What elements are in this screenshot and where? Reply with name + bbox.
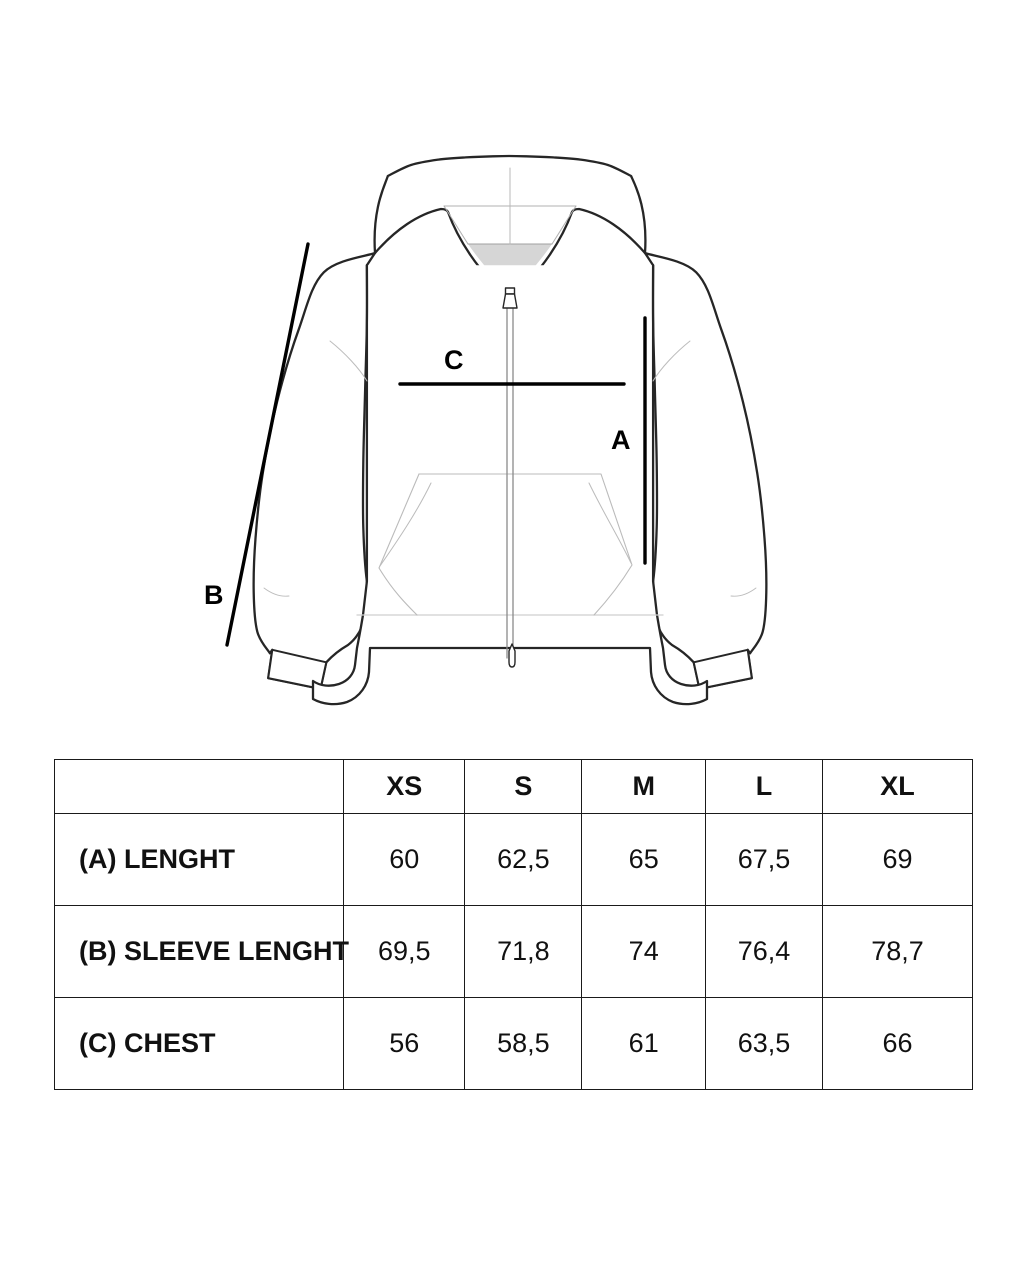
svg-text:C: C <box>444 345 464 375</box>
svg-text:A: A <box>611 425 631 455</box>
svg-text:B: B <box>204 580 224 610</box>
